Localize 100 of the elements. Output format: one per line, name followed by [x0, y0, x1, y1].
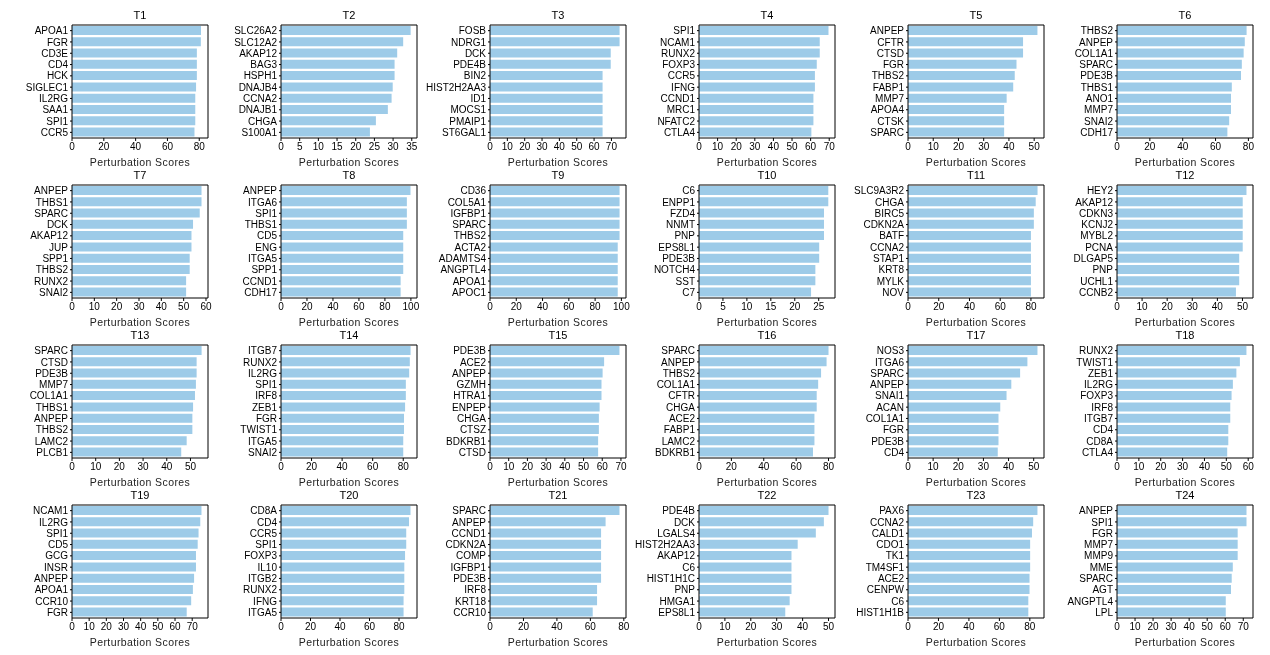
x-tick-label: 0 [487, 461, 494, 473]
bar [72, 242, 192, 252]
y-tick-label: IFNG [671, 81, 696, 93]
y-tick-label: GCG [45, 550, 69, 562]
y-tick-label: ANGPTL4 [440, 264, 487, 276]
y-tick-label: THBS2 [35, 264, 69, 276]
bar [72, 368, 197, 378]
x-tick-label: 60 [1242, 461, 1255, 473]
bar [908, 357, 1028, 367]
x-tick-label: 30 [137, 461, 150, 473]
bar [490, 25, 620, 35]
y-tick-label: ID1 [470, 93, 487, 104]
bar [908, 37, 1024, 47]
y-tick-label: SPARC [34, 207, 68, 219]
x-tick-label: 40 [161, 461, 173, 473]
bar [281, 287, 401, 297]
y-tick-label: CDKN3 [1079, 207, 1114, 219]
bar [1117, 357, 1240, 367]
x-axis-title: Perturbation Scores [716, 636, 818, 648]
x-tick-label: 0 [696, 621, 703, 633]
x-tick-label: 20 [952, 461, 965, 473]
chart-title: T3 [550, 8, 566, 22]
x-tick-label: 10 [1129, 621, 1142, 633]
bar [1117, 71, 1242, 81]
chart-title: T24 [1174, 488, 1196, 502]
y-tick-label: CTSD [40, 356, 68, 368]
x-tick-label: 60 [596, 461, 609, 473]
bar [490, 116, 603, 126]
x-tick-label: 40 [336, 461, 349, 473]
y-tick-label: CHGA [666, 401, 696, 413]
y-tick-label: MMP7 [1084, 104, 1114, 116]
y-tick-label: PNP [674, 584, 696, 596]
y-tick-label: SIGLEC1 [25, 81, 69, 93]
chart-title: T18 [1174, 328, 1196, 342]
x-tick-label: 50 [152, 621, 164, 633]
bar [1117, 402, 1231, 412]
x-tick-label: 10 [719, 621, 731, 633]
y-tick-label: HTRA1 [453, 390, 487, 402]
y-tick-label: CD36 [460, 185, 487, 197]
y-tick-label: ANPEP [452, 367, 487, 379]
x-tick-label: 50 [571, 141, 583, 153]
bar [72, 208, 200, 218]
y-tick-label: TWIST1 [1076, 356, 1114, 368]
bar [699, 105, 814, 114]
y-tick-label: KRT8 [878, 264, 905, 276]
bar [490, 436, 599, 446]
bar [1117, 25, 1247, 35]
bar [281, 48, 398, 58]
x-tick-label: 25 [813, 301, 825, 313]
bar [699, 425, 815, 434]
bar [281, 276, 401, 286]
y-tick-label: PDE3B [35, 367, 69, 379]
bar [281, 585, 405, 594]
y-tick-label: PDE3B [662, 253, 696, 264]
bar [490, 105, 603, 114]
y-tick-label: THBS2 [1080, 25, 1114, 37]
bar [1117, 242, 1243, 252]
bar [908, 105, 1005, 114]
bar [699, 231, 824, 241]
y-tick-label: THBS1 [35, 196, 69, 208]
y-tick-label: ANPEP [34, 185, 69, 197]
x-tick-label: 20 [306, 461, 318, 473]
y-tick-label: RUNX2 [1079, 345, 1114, 357]
x-tick-label: 50 [577, 461, 590, 473]
y-tick-label: BATF [879, 230, 904, 242]
bar [1117, 231, 1243, 241]
x-tick-label: 20 [1144, 141, 1156, 153]
x-tick-label: 20 [304, 621, 317, 633]
bar [490, 59, 611, 69]
y-tick-label: CD5 [256, 230, 278, 242]
chart-title: T22 [756, 488, 778, 502]
y-tick-label: HCK [46, 70, 69, 82]
y-tick-label: PDE3B [871, 435, 905, 447]
bar [699, 287, 812, 297]
bar [281, 71, 395, 81]
bar [1117, 596, 1226, 606]
x-tick-label: 30 [536, 141, 549, 153]
x-tick-label: 40 [334, 621, 346, 633]
chart-title: T2 [341, 8, 357, 22]
y-tick-label: PDE3B [1080, 70, 1114, 82]
y-tick-label: ITGB2 [248, 573, 278, 584]
x-axis-title: Perturbation Scores [507, 316, 609, 328]
x-tick-label: 20 [952, 141, 965, 153]
x-tick-label: 0 [905, 621, 912, 633]
x-tick-label: 20 [521, 461, 534, 473]
x-tick-label: 20 [789, 301, 801, 313]
y-tick-label: NCAM1 [659, 36, 696, 48]
y-tick-label: BIN2 [463, 70, 487, 82]
bar [72, 219, 194, 229]
x-tick-label: 70 [615, 461, 627, 473]
y-tick-label: CD4 [256, 516, 278, 528]
x-axis-title: Perturbation Scores [716, 316, 818, 328]
x-tick-label: 0 [278, 461, 285, 473]
bar [1117, 551, 1238, 561]
x-tick-label: 40 [767, 141, 780, 153]
y-tick-label: NCAM1 [32, 505, 69, 517]
bar [699, 517, 824, 527]
x-axis-title: Perturbation Scores [925, 636, 1027, 648]
bar [490, 425, 599, 434]
y-tick-label: ANPEP [34, 573, 69, 584]
